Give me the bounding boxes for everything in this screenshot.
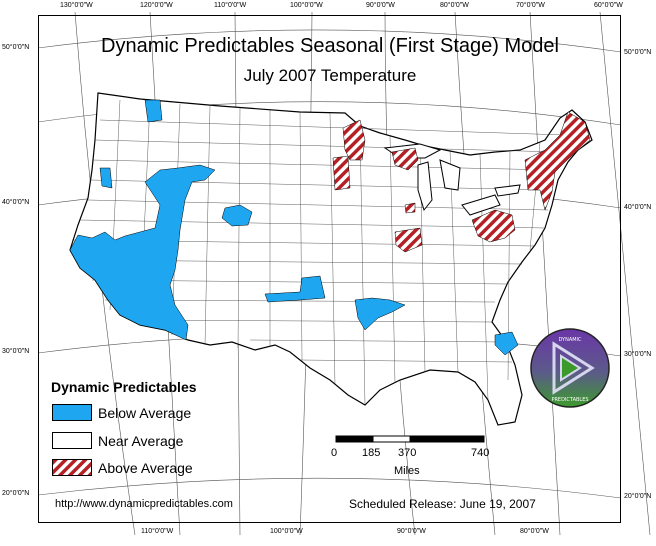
lon-label-top: 100°0'0"W: [290, 2, 323, 9]
lat-label-left: 30°0'0"N: [2, 348, 30, 355]
map-neatline: [38, 15, 621, 523]
legend-label-above: Above Average: [98, 460, 193, 476]
legend-label-below: Below Average: [98, 405, 192, 421]
lon-label-top: 70°0'0"W: [516, 2, 545, 9]
lon-label-top: 130°0'0"W: [60, 2, 93, 9]
release-date: Scheduled Release: June 19, 2007: [349, 497, 536, 511]
scale-tick-label: 0: [331, 447, 338, 459]
lat-label-right: 40°0'0"N: [624, 204, 652, 211]
below-average-regions: [69, 99, 519, 356]
lon-label-top: 80°0'0"W: [440, 2, 469, 9]
legend-swatch-above: [52, 459, 92, 476]
lon-label-bottom: 90°0'0"W: [397, 528, 426, 535]
legend-label-near: Near Average: [98, 433, 184, 449]
lat-label-right: 30°0'0"N: [624, 351, 652, 358]
lat-label-left: 50°0'0"N: [2, 44, 30, 51]
lat-label-right: 50°0'0"N: [624, 49, 652, 56]
legend-swatch-below: [52, 404, 92, 421]
legend-title: Dynamic Predictables: [51, 379, 197, 395]
lon-label-top: 110°0'0"W: [214, 2, 247, 9]
lat-label-left: 20°0'0"N: [2, 490, 30, 497]
legend-swatch-near: [52, 432, 92, 449]
lon-label-bottom: 100°0'0"W: [270, 528, 303, 535]
lat-label-right: 20°0'0"N: [624, 493, 652, 500]
scale-tick-label: 185: [362, 447, 381, 459]
map-subtitle: July 2007 Temperature: [243, 66, 417, 85]
lon-label-bottom: 110°0'0"W: [141, 528, 174, 535]
scale-unit-label: Miles: [394, 465, 420, 477]
lon-label-bottom: 80°0'0"W: [520, 528, 549, 535]
scale-tick-label: 740: [471, 447, 490, 459]
lon-label-top: 90°0'0"W: [366, 2, 395, 9]
lat-label-left: 40°0'0"N: [2, 199, 30, 206]
lon-label-top: 120°0'0"W: [140, 2, 173, 9]
lon-label-top: 60°0'0"W: [594, 2, 623, 9]
website-url: http://www.dynamicpredictables.com: [55, 498, 233, 510]
scale-tick-label: 370: [398, 447, 417, 459]
logo-text-bottom: PREDICTABLES: [551, 397, 588, 403]
logo-text-top: DYNAMIC: [558, 337, 582, 343]
map-title: Dynamic Predictables Seasonal (First Sta…: [101, 35, 559, 57]
above-average-regions: [332, 111, 591, 253]
scale-bar: [335, 435, 485, 443]
play-triangle-logo-icon: DYNAMIC PREDICTABLES: [530, 328, 610, 408]
